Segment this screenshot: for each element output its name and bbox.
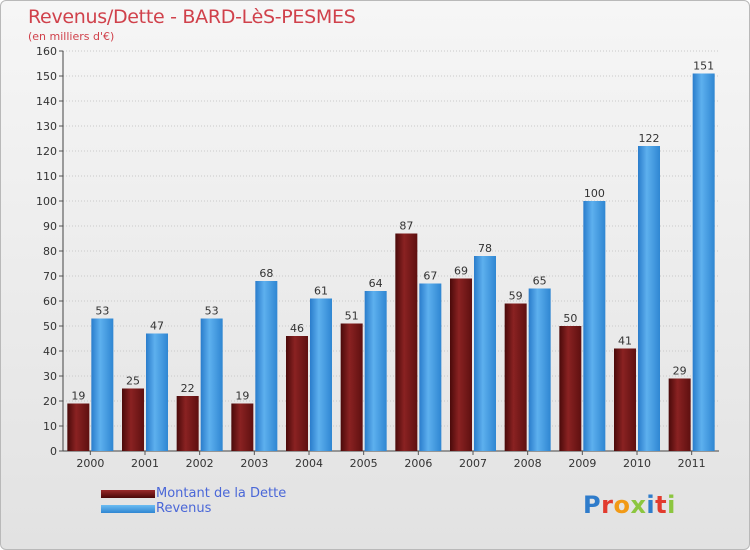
x-tick-label: 2011 (678, 457, 706, 470)
bar-revenus (200, 318, 223, 451)
y-tick-label: 10 (43, 420, 57, 433)
y-tick-label: 0 (50, 445, 57, 458)
bar-dette (504, 303, 527, 451)
data-label-dette: 19 (71, 390, 85, 403)
bar-revenus (419, 283, 442, 451)
bars-layer (67, 73, 715, 451)
bar-dette (668, 378, 691, 451)
x-tick-label: 2003 (240, 457, 268, 470)
data-label-revenus: 47 (150, 320, 164, 333)
data-label-revenus: 122 (639, 132, 660, 145)
legend-swatch-revenus (101, 505, 155, 513)
legend-label-dette: Montant de la Dette (156, 486, 287, 501)
data-label-revenus: 53 (95, 305, 109, 318)
logo-letter: x (630, 491, 647, 519)
x-tick-label: 2009 (568, 457, 596, 470)
x-tick-label: 2005 (350, 457, 378, 470)
y-tick-label: 20 (43, 395, 57, 408)
x-tick-label: 2008 (514, 457, 542, 470)
bar-dette (67, 403, 90, 451)
x-tick-label: 2010 (623, 457, 651, 470)
bar-dette (614, 348, 636, 451)
data-label-revenus: 78 (478, 242, 492, 255)
x-tick-label: 2002 (186, 457, 214, 470)
data-label-dette: 22 (181, 382, 195, 395)
logo-letter: i (646, 491, 656, 519)
bar-dette (231, 403, 254, 451)
data-label-revenus: 67 (423, 270, 437, 283)
data-label-revenus: 61 (314, 285, 328, 298)
x-tick-label: 2007 (459, 457, 487, 470)
bar-dette (176, 396, 199, 451)
y-tick-label: 50 (43, 320, 57, 333)
y-tick-label: 120 (36, 145, 57, 158)
bar-revenus (310, 298, 332, 451)
y-tick-label: 160 (36, 45, 57, 58)
bar-revenus (474, 256, 496, 451)
data-label-revenus: 100 (584, 187, 605, 200)
axis-layer: 0 10 20 30 40 50 60 70 80 90 100 110 120 130 140 150 160… (36, 45, 719, 470)
data-label-dette: 59 (509, 290, 523, 303)
y-tick-label: 90 (43, 220, 57, 233)
y-tick-label: 130 (36, 120, 57, 133)
y-tick-label: 30 (43, 370, 57, 383)
y-tick-label: 40 (43, 345, 57, 358)
data-label-revenus: 65 (533, 275, 547, 288)
bar-dette (450, 278, 472, 451)
y-tick-label: 60 (43, 295, 57, 308)
bar-revenus (91, 318, 114, 451)
data-label-dette: 25 (126, 375, 140, 388)
legend-swatch-dette (101, 490, 155, 498)
bar-dette (286, 336, 308, 451)
data-label-dette: 19 (235, 390, 249, 403)
y-tick-label: 100 (36, 195, 57, 208)
bar-dette (340, 323, 363, 451)
labels-layer: 19 53 25 47 22 53 19 68 46 61 51 64 87 67 69 78 59 65 50 10… (71, 60, 714, 403)
x-tick-label: 2006 (404, 457, 432, 470)
bar-dette (559, 326, 582, 451)
logo-letter: r (601, 491, 614, 519)
chart-subtitle: (en milliers d'€) (28, 30, 115, 43)
y-tick-label: 80 (43, 245, 57, 258)
logo-letter: o (613, 491, 631, 519)
bar-revenus (528, 288, 551, 451)
logo-letter: t (655, 491, 668, 519)
bar-revenus (255, 281, 278, 451)
data-label-dette: 50 (563, 312, 577, 325)
bar-revenus (583, 201, 606, 451)
y-tick-label: 140 (36, 95, 57, 108)
x-tick-label: 2000 (76, 457, 104, 470)
data-label-revenus: 64 (369, 277, 383, 290)
bar-revenus (692, 73, 715, 451)
data-label-dette: 46 (290, 322, 304, 335)
data-label-dette: 51 (345, 310, 359, 323)
y-tick-label: 70 (43, 270, 57, 283)
legend-label-revenus: Revenus (156, 501, 212, 516)
data-label-dette: 41 (618, 335, 632, 348)
chart-title: Revenus/Dette - BARD-LèS-PESMES (28, 6, 356, 28)
bar-revenus (146, 333, 168, 451)
bar-revenus (638, 146, 660, 451)
data-label-revenus: 68 (259, 267, 273, 280)
data-label-dette: 69 (454, 265, 468, 278)
logo-letter: P (583, 491, 602, 519)
proxiti-logo: Proxiti (583, 491, 676, 519)
grid-layer (63, 50, 719, 452)
x-tick-label: 2004 (295, 457, 323, 470)
logo-letter: i (667, 491, 676, 519)
y-tick-label: 150 (36, 70, 57, 83)
y-tick-label: 110 (36, 170, 57, 183)
bar-dette (395, 233, 418, 451)
data-label-revenus: 151 (693, 60, 714, 73)
bar-dette (122, 388, 144, 451)
x-tick-label: 2001 (131, 457, 159, 470)
data-label-dette: 29 (673, 365, 687, 378)
data-label-dette: 87 (399, 220, 413, 233)
bar-revenus (364, 291, 387, 451)
data-label-revenus: 53 (205, 305, 219, 318)
